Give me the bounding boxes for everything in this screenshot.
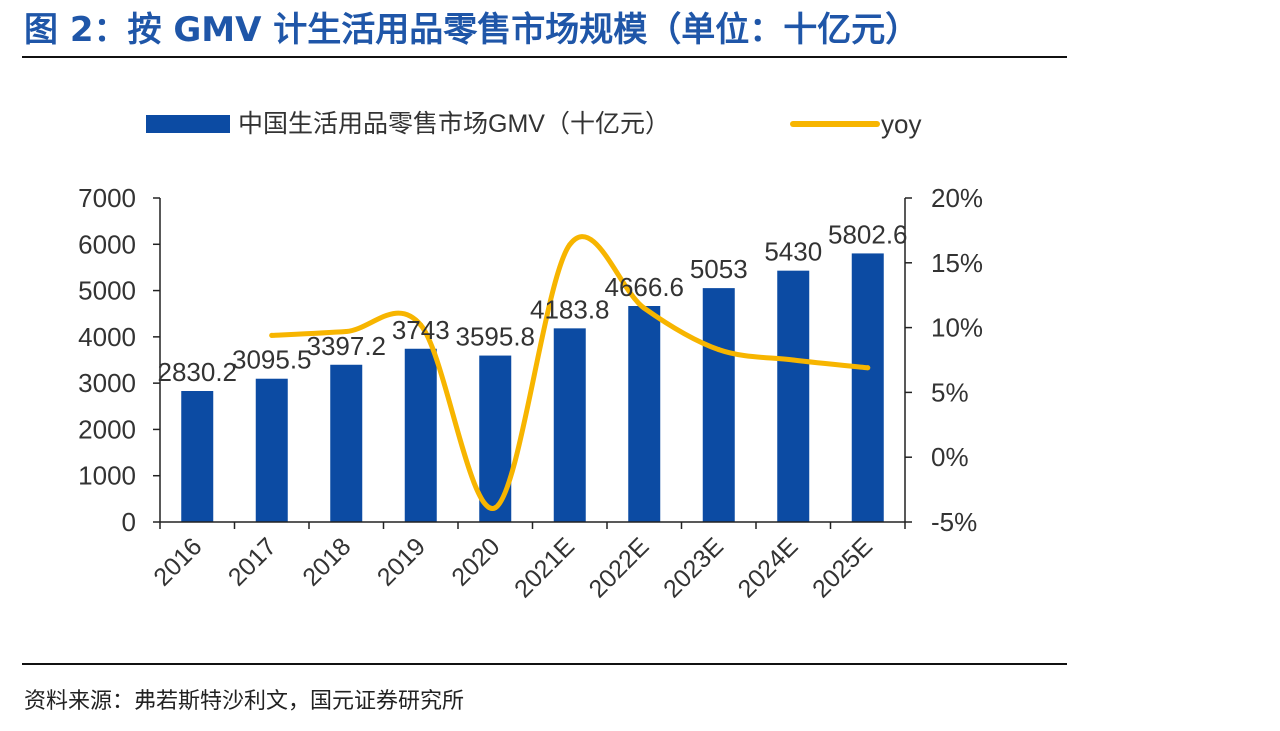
legend: 中国生活用品零售市场GMV（十亿元） yoy [146, 109, 921, 139]
x-axis-category-label: 2019 [372, 532, 431, 591]
yoy-point [418, 322, 424, 328]
x-axis-category-label: 2018 [297, 532, 356, 591]
bar [851, 253, 884, 522]
right-axis-tick-label: 20% [931, 183, 983, 213]
x-axis-category-label: 2021E [509, 532, 580, 603]
left-axis-tick-label: 2000 [78, 414, 136, 444]
bar-series [181, 253, 884, 522]
x-axis: 2016 2017 2018 2019 2020 2021E 2022E 2023E 2024E… [148, 521, 906, 603]
bar [330, 364, 363, 522]
bar [404, 348, 437, 522]
yoy-point [790, 357, 796, 363]
bar-value-label: 3595.8 [455, 322, 535, 352]
yoy-line-series [269, 234, 871, 511]
left-axis-tick-label: 1000 [78, 461, 136, 491]
bar-value-label: 5430 [764, 237, 822, 267]
yoy-point [343, 328, 349, 334]
figure-title: 图 2：按 GMV 计生活用品零售市场规模（单位：十亿元） [24, 10, 920, 50]
bar-value-label: 3743 [392, 315, 450, 345]
right-axis-tick-label: 15% [931, 248, 983, 278]
bar-value-label: 2830.2 [157, 357, 237, 387]
x-axis-category-label: 2023E [658, 532, 729, 603]
footer-divider [22, 663, 1067, 665]
right-axis-tick-label: 10% [931, 313, 983, 343]
x-axis-category-label: 2016 [148, 532, 207, 591]
right-axis-tick-label: -5% [931, 507, 977, 537]
bar [628, 306, 661, 522]
bar-value-label: 4183.8 [530, 294, 610, 324]
bar [553, 328, 586, 522]
right-axis-tick-label: 5% [931, 377, 969, 407]
yoy-point [641, 305, 647, 311]
title-divider [22, 56, 1067, 58]
right-axis-tick-label: 0% [931, 442, 969, 472]
x-axis-category-label: 2020 [446, 532, 505, 591]
right-axis: -5% 0% 5% 10% 15% 20% [904, 183, 983, 537]
yoy-point [269, 332, 275, 338]
yoy-line [269, 234, 871, 511]
bar-value-label: 3397.2 [306, 331, 386, 361]
left-axis-tick-label: 7000 [78, 183, 136, 213]
bar [255, 378, 288, 522]
bar [702, 288, 735, 522]
source-note: 资料来源：弗若斯特沙利文，国元证券研究所 [24, 689, 465, 714]
x-axis-category-label: 2024E [733, 532, 804, 603]
bar-value-label: 4666.6 [604, 272, 684, 302]
x-axis-category-label: 2022E [584, 532, 655, 603]
left-axis-tick-label: 4000 [78, 322, 136, 352]
yoy-point [865, 365, 871, 371]
bar [479, 355, 512, 522]
legend-bar-label: 中国生活用品零售市场GMV（十亿元） [238, 110, 670, 138]
bar [181, 391, 214, 522]
left-axis-tick-label: 5000 [78, 276, 136, 306]
yoy-point [567, 242, 573, 248]
bar-value-label: 3095.5 [232, 345, 312, 375]
yoy-point [716, 347, 722, 353]
bar-value-label: 5053 [690, 254, 748, 284]
x-axis-category-label: 2017 [223, 532, 282, 591]
legend-bar-swatch [146, 115, 230, 133]
left-axis-tick-label: 3000 [78, 368, 136, 398]
bar [777, 270, 810, 522]
x-axis-category-label: 2025E [807, 532, 878, 603]
left-axis-tick-label: 0 [122, 507, 136, 537]
bar-value-label: 5802.6 [828, 219, 908, 249]
left-axis: 0 1000 2000 3000 4000 5000 6000 7000 [78, 183, 161, 537]
yoy-point [492, 505, 498, 511]
legend-line-label: yoy [881, 109, 921, 139]
left-axis-tick-label: 6000 [78, 229, 136, 259]
